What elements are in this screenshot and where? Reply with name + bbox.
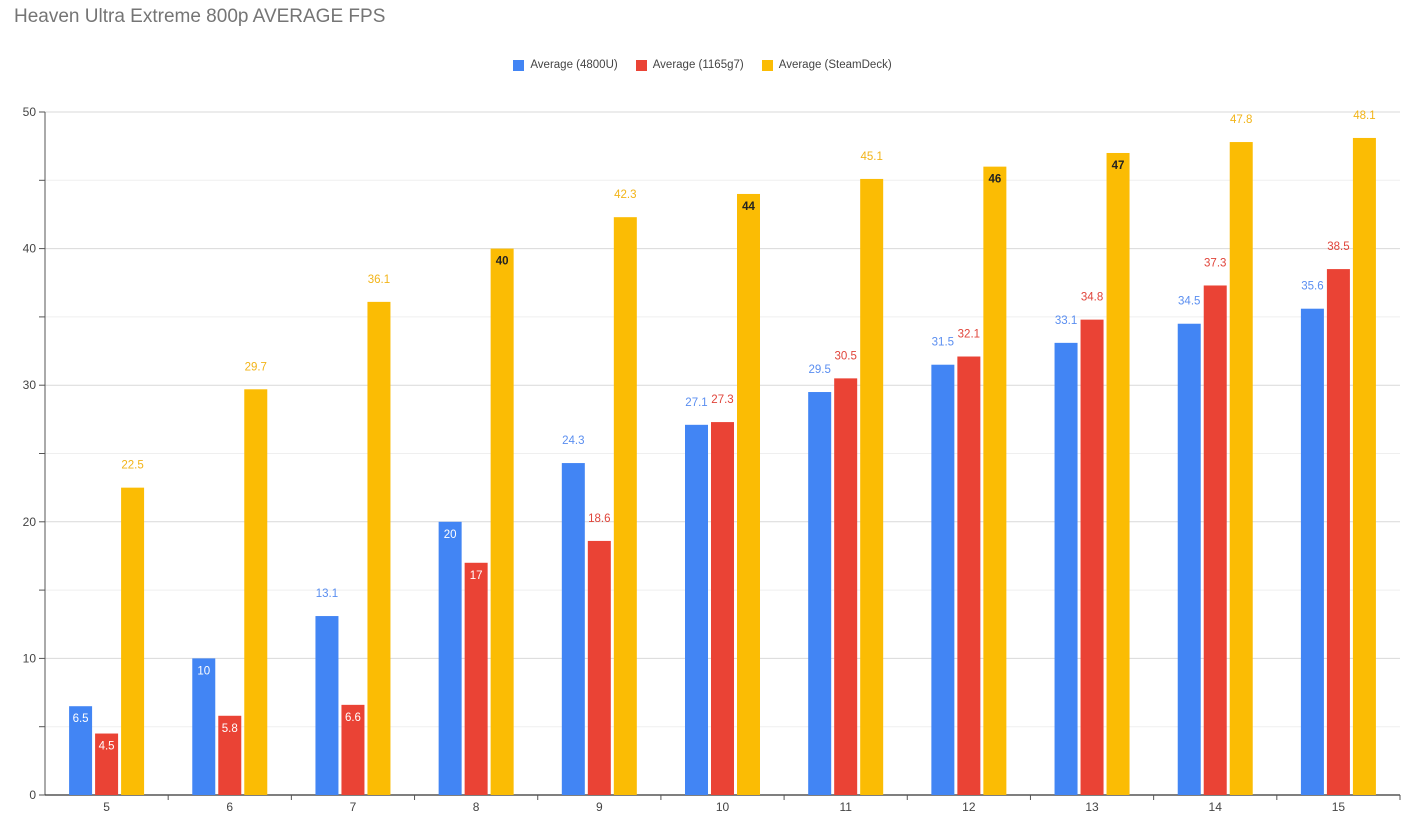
legend-swatch-steamdeck <box>761 59 773 71</box>
data-label-0-5: 6.5 <box>73 713 89 725</box>
x-tick-label: 13 <box>1085 800 1099 813</box>
bar-1-13 <box>1080 319 1104 795</box>
bar-1-6 <box>218 715 242 795</box>
data-label-0-10: 27.1 <box>685 397 707 409</box>
bar-0-8 <box>438 521 462 795</box>
x-tick-label: 14 <box>1209 800 1223 813</box>
y-tick-label: 40 <box>23 242 37 256</box>
bar-1-15 <box>1326 269 1350 796</box>
x-tick-label: 11 <box>839 800 852 813</box>
data-label-0-11: 29.5 <box>808 364 830 376</box>
data-label-1-13: 34.8 <box>1081 292 1103 304</box>
data-label-0-9: 24.3 <box>562 435 584 447</box>
bar-1-5 <box>95 733 119 795</box>
y-tick-label: 30 <box>23 378 37 392</box>
bar-2-5 <box>121 487 145 795</box>
legend-item-steamdeck[interactable]: Average (SteamDeck) <box>761 59 892 71</box>
x-tick-label: 10 <box>716 800 730 813</box>
data-label-1-11: 30.5 <box>834 350 856 362</box>
data-label-0-8: 20 <box>444 529 457 541</box>
legend-label-4800u: Average (4800U) <box>530 59 618 71</box>
bar-2-14 <box>1229 142 1253 795</box>
data-label-0-15: 35.6 <box>1301 281 1323 293</box>
data-label-2-8: 40 <box>496 256 509 268</box>
legend-label-steamdeck: Average (SteamDeck) <box>778 59 892 71</box>
bar-1-14 <box>1203 285 1227 795</box>
bar-2-6 <box>244 389 268 795</box>
data-label-2-9: 42.3 <box>614 189 636 201</box>
data-label-2-6: 29.7 <box>245 361 267 373</box>
data-label-0-13: 33.1 <box>1055 315 1077 327</box>
bar-0-10 <box>685 424 708 795</box>
data-label-0-6: 10 <box>197 665 210 677</box>
data-label-1-10: 27.3 <box>711 394 733 406</box>
bar-0-7 <box>315 616 339 795</box>
data-label-1-7: 6.6 <box>345 712 361 724</box>
bar-0-9 <box>561 463 585 795</box>
y-tick-label: 20 <box>23 515 37 529</box>
data-label-1-12: 32.1 <box>958 329 980 341</box>
data-label-2-13: 47 <box>1112 160 1125 172</box>
data-label-0-7: 13.1 <box>316 588 338 600</box>
bar-2-15 <box>1352 137 1376 796</box>
bar-2-8 <box>490 248 514 796</box>
bar-0-5 <box>69 706 93 795</box>
data-label-1-14: 37.3 <box>1204 257 1226 269</box>
bar-2-11 <box>860 178 884 795</box>
data-label-2-12: 46 <box>988 174 1001 186</box>
legend-item-4800u[interactable]: Average (4800U) <box>513 59 618 71</box>
bar-0-12 <box>931 364 955 795</box>
y-tick-label: 10 <box>23 651 37 665</box>
chart-legend: Average (4800U) Average (1165g7) Average… <box>0 59 1405 71</box>
bar-1-8 <box>464 562 488 795</box>
bar-2-13 <box>1106 152 1130 796</box>
y-tick-label: 50 <box>23 105 37 119</box>
x-tick-label: 5 <box>103 800 110 813</box>
legend-label-1165g7: Average (1165g7) <box>652 59 744 71</box>
data-label-2-15: 48.1 <box>1353 110 1375 122</box>
bar-0-11 <box>808 392 832 795</box>
x-tick-label: 6 <box>226 800 233 813</box>
data-label-2-7: 36.1 <box>368 274 390 286</box>
x-tick-label: 8 <box>473 800 480 813</box>
bar-1-11 <box>834 378 858 795</box>
data-label-2-14: 47.8 <box>1230 114 1252 126</box>
x-tick-label: 7 <box>350 800 357 813</box>
chart-title: Heaven Ultra Extreme 800p AVERAGE FPS <box>14 6 386 27</box>
bar-0-6 <box>192 658 216 795</box>
legend-swatch-1165g7 <box>635 59 647 71</box>
legend-item-1165g7[interactable]: Average (1165g7) <box>635 59 744 71</box>
data-label-2-5: 22.5 <box>121 460 143 472</box>
legend-swatch-4800u <box>513 59 525 71</box>
bar-2-9 <box>613 217 637 795</box>
bar-1-7 <box>341 704 365 795</box>
data-label-1-6: 5.8 <box>222 723 238 735</box>
data-label-1-5: 4.5 <box>99 741 115 753</box>
bar-2-7 <box>367 301 391 795</box>
bar-1-12 <box>957 356 981 795</box>
x-tick-label: 15 <box>1332 800 1346 813</box>
x-tick-label: 12 <box>962 800 976 813</box>
bar-0-13 <box>1054 342 1078 795</box>
data-label-1-8: 17 <box>470 570 483 582</box>
bar-2-10 <box>737 193 760 795</box>
bar-1-9 <box>587 540 611 795</box>
data-label-1-15: 38.5 <box>1327 241 1349 253</box>
data-label-2-11: 45.1 <box>860 151 882 163</box>
data-label-0-12: 31.5 <box>932 337 954 349</box>
data-label-2-10: 44 <box>742 201 755 213</box>
bar-1-10 <box>711 422 734 795</box>
bar-0-15 <box>1300 308 1324 795</box>
data-label-0-14: 34.5 <box>1178 296 1200 308</box>
bar-2-12 <box>983 166 1007 795</box>
bar-0-14 <box>1177 323 1201 795</box>
y-tick-label: 0 <box>29 788 36 802</box>
x-tick-label: 9 <box>596 800 603 813</box>
data-label-1-9: 18.6 <box>588 513 610 525</box>
